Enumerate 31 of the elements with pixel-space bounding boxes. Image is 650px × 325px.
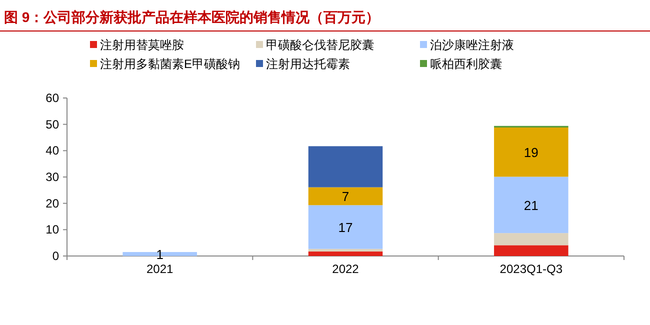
- x-tick-label: 2022: [332, 262, 360, 276]
- data-label: 19: [524, 145, 538, 160]
- y-tick-label: 60: [46, 91, 60, 105]
- data-label: 21: [524, 198, 538, 213]
- bar: [494, 176, 568, 234]
- legend-item: 泊沙康唑注射液: [420, 38, 514, 52]
- bar: [494, 127, 568, 177]
- bar: [308, 252, 383, 256]
- y-tick-label: 30: [46, 170, 60, 184]
- bar: [308, 248, 383, 252]
- x-tick-label: 2023Q1-Q3: [500, 262, 563, 276]
- legend-item: 哌柏西利胶囊: [420, 57, 502, 71]
- data-label: 7: [342, 189, 350, 204]
- legend-item: 甲磺酸仑伐替尼胶囊: [256, 38, 374, 52]
- y-tick-label: 10: [46, 222, 60, 237]
- data-label: 1: [156, 247, 164, 262]
- y-tick-label: 40: [46, 144, 60, 158]
- bar: [308, 205, 383, 249]
- data-label: 17: [338, 220, 353, 236]
- y-tick-label: 0: [52, 249, 60, 263]
- x-tick-label: 2021: [146, 262, 174, 276]
- bar: [308, 146, 383, 188]
- bar: [308, 187, 383, 206]
- legend-item: 注射用多黏菌素E甲磺酸钠: [90, 57, 240, 71]
- legend-item: 注射用替莫唑胺: [90, 38, 184, 52]
- y-tick-label: 20: [46, 196, 60, 210]
- y-tick-label: 50: [46, 117, 60, 132]
- bar: [494, 245, 568, 256]
- bar: [494, 233, 568, 246]
- chart-title: 图 9：公司部分新获批产品在样本医院的销售情况（百万元）: [4, 9, 380, 25]
- legend-item: 注射用达托霉素: [256, 57, 350, 71]
